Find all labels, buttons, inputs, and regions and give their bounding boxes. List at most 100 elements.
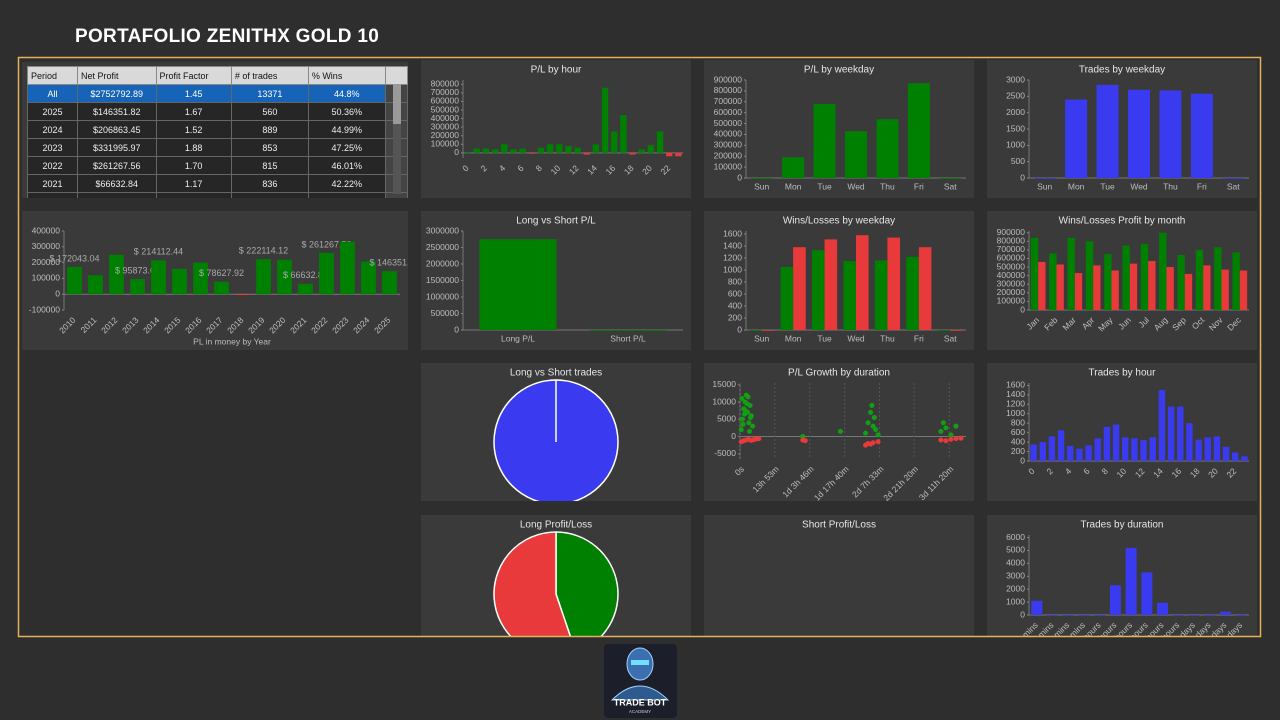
point [742, 411, 748, 417]
x-tick-label: Tue [1100, 181, 1115, 191]
panel-bg [704, 60, 974, 198]
bar [319, 252, 334, 295]
table-row[interactable]: 2025 $146351.82 1.67 560 50.36% [27, 102, 408, 121]
x-tick-label: Jan [1024, 315, 1041, 332]
bar [824, 239, 838, 330]
bar [1093, 265, 1101, 310]
y-tick-label: 15000 [712, 379, 736, 389]
bar [556, 144, 563, 153]
y-tick-label: -100000 [29, 304, 60, 314]
logo-subtext: ACADEMY [629, 709, 651, 714]
y-tick-label: 0 [737, 172, 742, 182]
x-axis-label: PL in money by Year [193, 336, 271, 346]
x-tick-label: 4 [497, 163, 508, 174]
bar [546, 144, 554, 153]
x-tick-label: Wed [847, 333, 865, 343]
table-row[interactable]: 2021 $66632.84 1.17 836 42.22% [27, 174, 408, 193]
bar [479, 239, 557, 330]
table-cell: 1.17 [155, 174, 232, 193]
x-tick-label: Short P/L [610, 333, 646, 343]
column-header[interactable]: % Wins [307, 66, 386, 85]
bar [1103, 426, 1111, 461]
bar [361, 261, 376, 295]
bar [1204, 615, 1216, 616]
x-tick-label: 2018 [225, 315, 246, 336]
y-tick-label: 800 [728, 276, 742, 286]
point [873, 427, 879, 433]
bar [1149, 437, 1156, 461]
value-label: $ 95873.68 [115, 265, 160, 275]
point [953, 423, 959, 429]
point [744, 401, 750, 407]
logo-eyes [631, 660, 649, 665]
y-tick-label: 0 [731, 431, 736, 441]
logo: TRADE BOT ACADEMY [604, 644, 677, 718]
x-tick-label: 15 mins [1043, 620, 1071, 648]
y-tick-label: 5000 [1006, 545, 1025, 555]
x-tick-label: 8 [534, 163, 545, 174]
bar [1125, 547, 1137, 615]
bar [565, 146, 572, 153]
bar [1213, 436, 1221, 461]
table-row[interactable]: 2024 $206863.45 1.52 889 44.99% [27, 120, 408, 139]
x-tick-label: 1d 17h 40m [812, 464, 851, 503]
point [751, 437, 757, 443]
table-cell: $331995.97 [76, 138, 157, 157]
y-tick-label: 400000 [714, 129, 743, 139]
point [740, 421, 746, 427]
column-header[interactable]: Profit Factor [155, 66, 232, 85]
logo-text: TRADE BOT [614, 697, 667, 707]
bar [782, 157, 805, 178]
bar [1157, 602, 1169, 615]
bar [130, 279, 145, 295]
bar [67, 267, 82, 295]
column-header[interactable]: # of trades [230, 66, 309, 85]
bar [1067, 237, 1075, 310]
y-tick-label: 100000 [32, 273, 61, 283]
x-tick-label: Tue [817, 181, 832, 191]
point [745, 394, 751, 400]
chart-panel: Long vs Short P/L 0 500000 1000000 1500000 20… [421, 211, 691, 350]
y-tick-label: 900000 [997, 227, 1026, 237]
table-cell: 889 [230, 120, 309, 139]
y-tick-label: 0 [1020, 609, 1025, 619]
column-header[interactable]: Net Profit [76, 66, 157, 85]
x-tick-label: 2011 [79, 315, 99, 335]
table-cell: 47.25% [307, 138, 386, 157]
y-tick-label: 800000 [997, 236, 1026, 246]
bar [214, 281, 229, 295]
y-tick-label: 200 [1011, 446, 1025, 456]
bar [277, 259, 292, 295]
x-tick-label: Fri [1197, 181, 1207, 191]
table-row[interactable]: 2020$218340.771.5696249.58% [27, 192, 408, 198]
point [875, 439, 881, 445]
x-tick-label: 13h 53m [750, 464, 780, 494]
column-header[interactable]: Period [27, 66, 78, 85]
table-row[interactable]: 2023 $331995.97 1.88 853 47.25% [27, 138, 408, 157]
table-cell: $218340.77 [76, 192, 157, 198]
bar [589, 330, 667, 331]
value-label: $ 261267.56 [301, 239, 351, 249]
x-tick-label: Nov [1207, 314, 1225, 332]
chart-panel: Wins/Losses Profit by month 0100000200000… [987, 211, 1257, 350]
table-cell: 44.8% [307, 84, 386, 103]
table-cell: 2021 [27, 174, 78, 193]
point [738, 439, 744, 445]
table-row[interactable]: 2022 $261267.56 1.70 815 46.01% [27, 156, 408, 175]
scrollbar[interactable] [393, 84, 401, 194]
x-tick-label: 14 [1151, 466, 1165, 480]
y-tick-label: 300000 [431, 121, 460, 131]
y-tick-label: 500000 [714, 118, 743, 128]
bar [1241, 456, 1248, 461]
bar [340, 241, 355, 295]
chart-title: P/L Growth by duration [788, 368, 890, 379]
bar [1141, 572, 1153, 615]
scroll-thumb[interactable] [393, 84, 401, 124]
x-tick-label: Jul [1136, 315, 1151, 330]
bar [1177, 255, 1185, 310]
bar [1033, 178, 1056, 179]
table-cell: 1.70 [155, 156, 232, 175]
point [868, 441, 874, 447]
table-row[interactable]: All $2752792.89 1.45 13371 44.8% [27, 84, 408, 103]
bar [501, 144, 508, 153]
